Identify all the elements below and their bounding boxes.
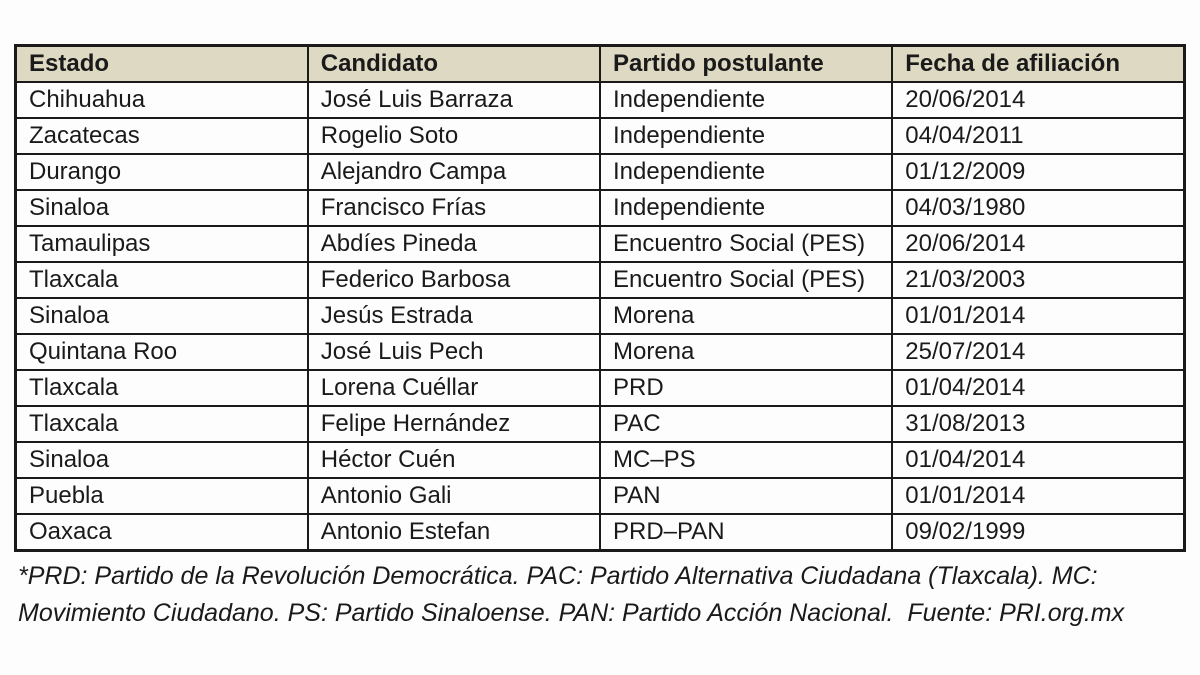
cell-estado: Puebla <box>14 477 309 515</box>
cell-fecha: 25/07/2014 <box>891 333 1186 371</box>
table-row: Sinaloa Héctor Cuén MC–PS 01/04/2014 <box>14 441 1186 479</box>
cell-estado: Chihuahua <box>14 81 309 119</box>
cell-partido: Encuentro Social (PES) <box>598 261 894 299</box>
cell-fecha: 21/03/2003 <box>891 261 1186 299</box>
cell-estado: Tamaulipas <box>14 225 309 263</box>
cell-estado: Oaxaca <box>14 513 309 552</box>
table-row: Tlaxcala Federico Barbosa Encuentro Soci… <box>14 261 1186 299</box>
cell-partido: Independiente <box>598 81 894 119</box>
cell-fecha: 01/01/2014 <box>891 477 1186 515</box>
cell-candidato: Lorena Cuéllar <box>306 369 602 407</box>
table-row: Puebla Antonio Gali PAN 01/01/2014 <box>14 477 1186 515</box>
column-header-partido: Partido postulante <box>598 44 894 83</box>
cell-partido: PAN <box>598 477 894 515</box>
table-row: Quintana Roo José Luis Pech Morena 25/07… <box>14 333 1186 371</box>
table-row: Tlaxcala Lorena Cuéllar PRD 01/04/2014 <box>14 369 1186 407</box>
candidates-table-container: Estado Candidato Partido postulante Fech… <box>14 44 1186 552</box>
cell-partido: Morena <box>598 333 894 371</box>
cell-fecha: 04/03/1980 <box>891 189 1186 227</box>
cell-candidato: Felipe Hernández <box>306 405 602 443</box>
cell-fecha: 01/04/2014 <box>891 369 1186 407</box>
cell-estado: Tlaxcala <box>14 261 309 299</box>
cell-candidato: Antonio Estefan <box>306 513 602 552</box>
cell-partido: Encuentro Social (PES) <box>598 225 894 263</box>
table-row: Zacatecas Rogelio Soto Independiente 04/… <box>14 117 1186 155</box>
cell-partido: MC–PS <box>598 441 894 479</box>
cell-partido: Independiente <box>598 189 894 227</box>
table-row: Oaxaca Antonio Estefan PRD–PAN 09/02/199… <box>14 513 1186 552</box>
cell-partido: PRD <box>598 369 894 407</box>
cell-candidato: Antonio Gali <box>306 477 602 515</box>
cell-partido: Independiente <box>598 117 894 155</box>
cell-candidato: Alejandro Campa <box>306 153 602 191</box>
cell-candidato: Héctor Cuén <box>306 441 602 479</box>
cell-fecha: 31/08/2013 <box>891 405 1186 443</box>
cell-fecha: 20/06/2014 <box>891 225 1186 263</box>
cell-candidato: José Luis Barraza <box>306 81 602 119</box>
table-row: Chihuahua José Luis Barraza Independient… <box>14 81 1186 119</box>
table-row: Durango Alejandro Campa Independiente 01… <box>14 153 1186 191</box>
cell-estado: Durango <box>14 153 309 191</box>
cell-candidato: Jesús Estrada <box>306 297 602 335</box>
cell-partido: Morena <box>598 297 894 335</box>
cell-candidato: Federico Barbosa <box>306 261 602 299</box>
column-header-fecha: Fecha de afiliación <box>891 44 1186 83</box>
cell-estado: Sinaloa <box>14 189 309 227</box>
header-row: Estado Candidato Partido postulante Fech… <box>14 44 1186 83</box>
column-header-candidato: Candidato <box>306 44 602 83</box>
cell-partido: PRD–PAN <box>598 513 894 552</box>
cell-fecha: 20/06/2014 <box>891 81 1186 119</box>
table-row: Tamaulipas Abdíes Pineda Encuentro Socia… <box>14 225 1186 263</box>
cell-fecha: 01/04/2014 <box>891 441 1186 479</box>
cell-fecha: 01/01/2014 <box>891 297 1186 335</box>
cell-estado: Zacatecas <box>14 117 309 155</box>
footnote-text: *PRD: Partido de la Revolución Democráti… <box>18 562 1125 627</box>
cell-estado: Tlaxcala <box>14 369 309 407</box>
table-row: Tlaxcala Felipe Hernández PAC 31/08/2013 <box>14 405 1186 443</box>
cell-fecha: 09/02/1999 <box>891 513 1186 552</box>
cell-candidato: Abdíes Pineda <box>306 225 602 263</box>
cell-estado: Sinaloa <box>14 441 309 479</box>
cell-fecha: 04/04/2011 <box>891 117 1186 155</box>
cell-partido: PAC <box>598 405 894 443</box>
cell-estado: Quintana Roo <box>14 333 309 371</box>
cell-fecha: 01/12/2009 <box>891 153 1186 191</box>
column-header-estado: Estado <box>14 44 309 83</box>
cell-estado: Sinaloa <box>14 297 309 335</box>
cell-estado: Tlaxcala <box>14 405 309 443</box>
table-row: Sinaloa Jesús Estrada Morena 01/01/2014 <box>14 297 1186 335</box>
cell-candidato: Francisco Frías <box>306 189 602 227</box>
cell-partido: Independiente <box>598 153 894 191</box>
cell-candidato: Rogelio Soto <box>306 117 602 155</box>
table-row: Sinaloa Francisco Frías Independiente 04… <box>14 189 1186 227</box>
candidates-table: Estado Candidato Partido postulante Fech… <box>14 44 1186 552</box>
cell-candidato: José Luis Pech <box>306 333 602 371</box>
